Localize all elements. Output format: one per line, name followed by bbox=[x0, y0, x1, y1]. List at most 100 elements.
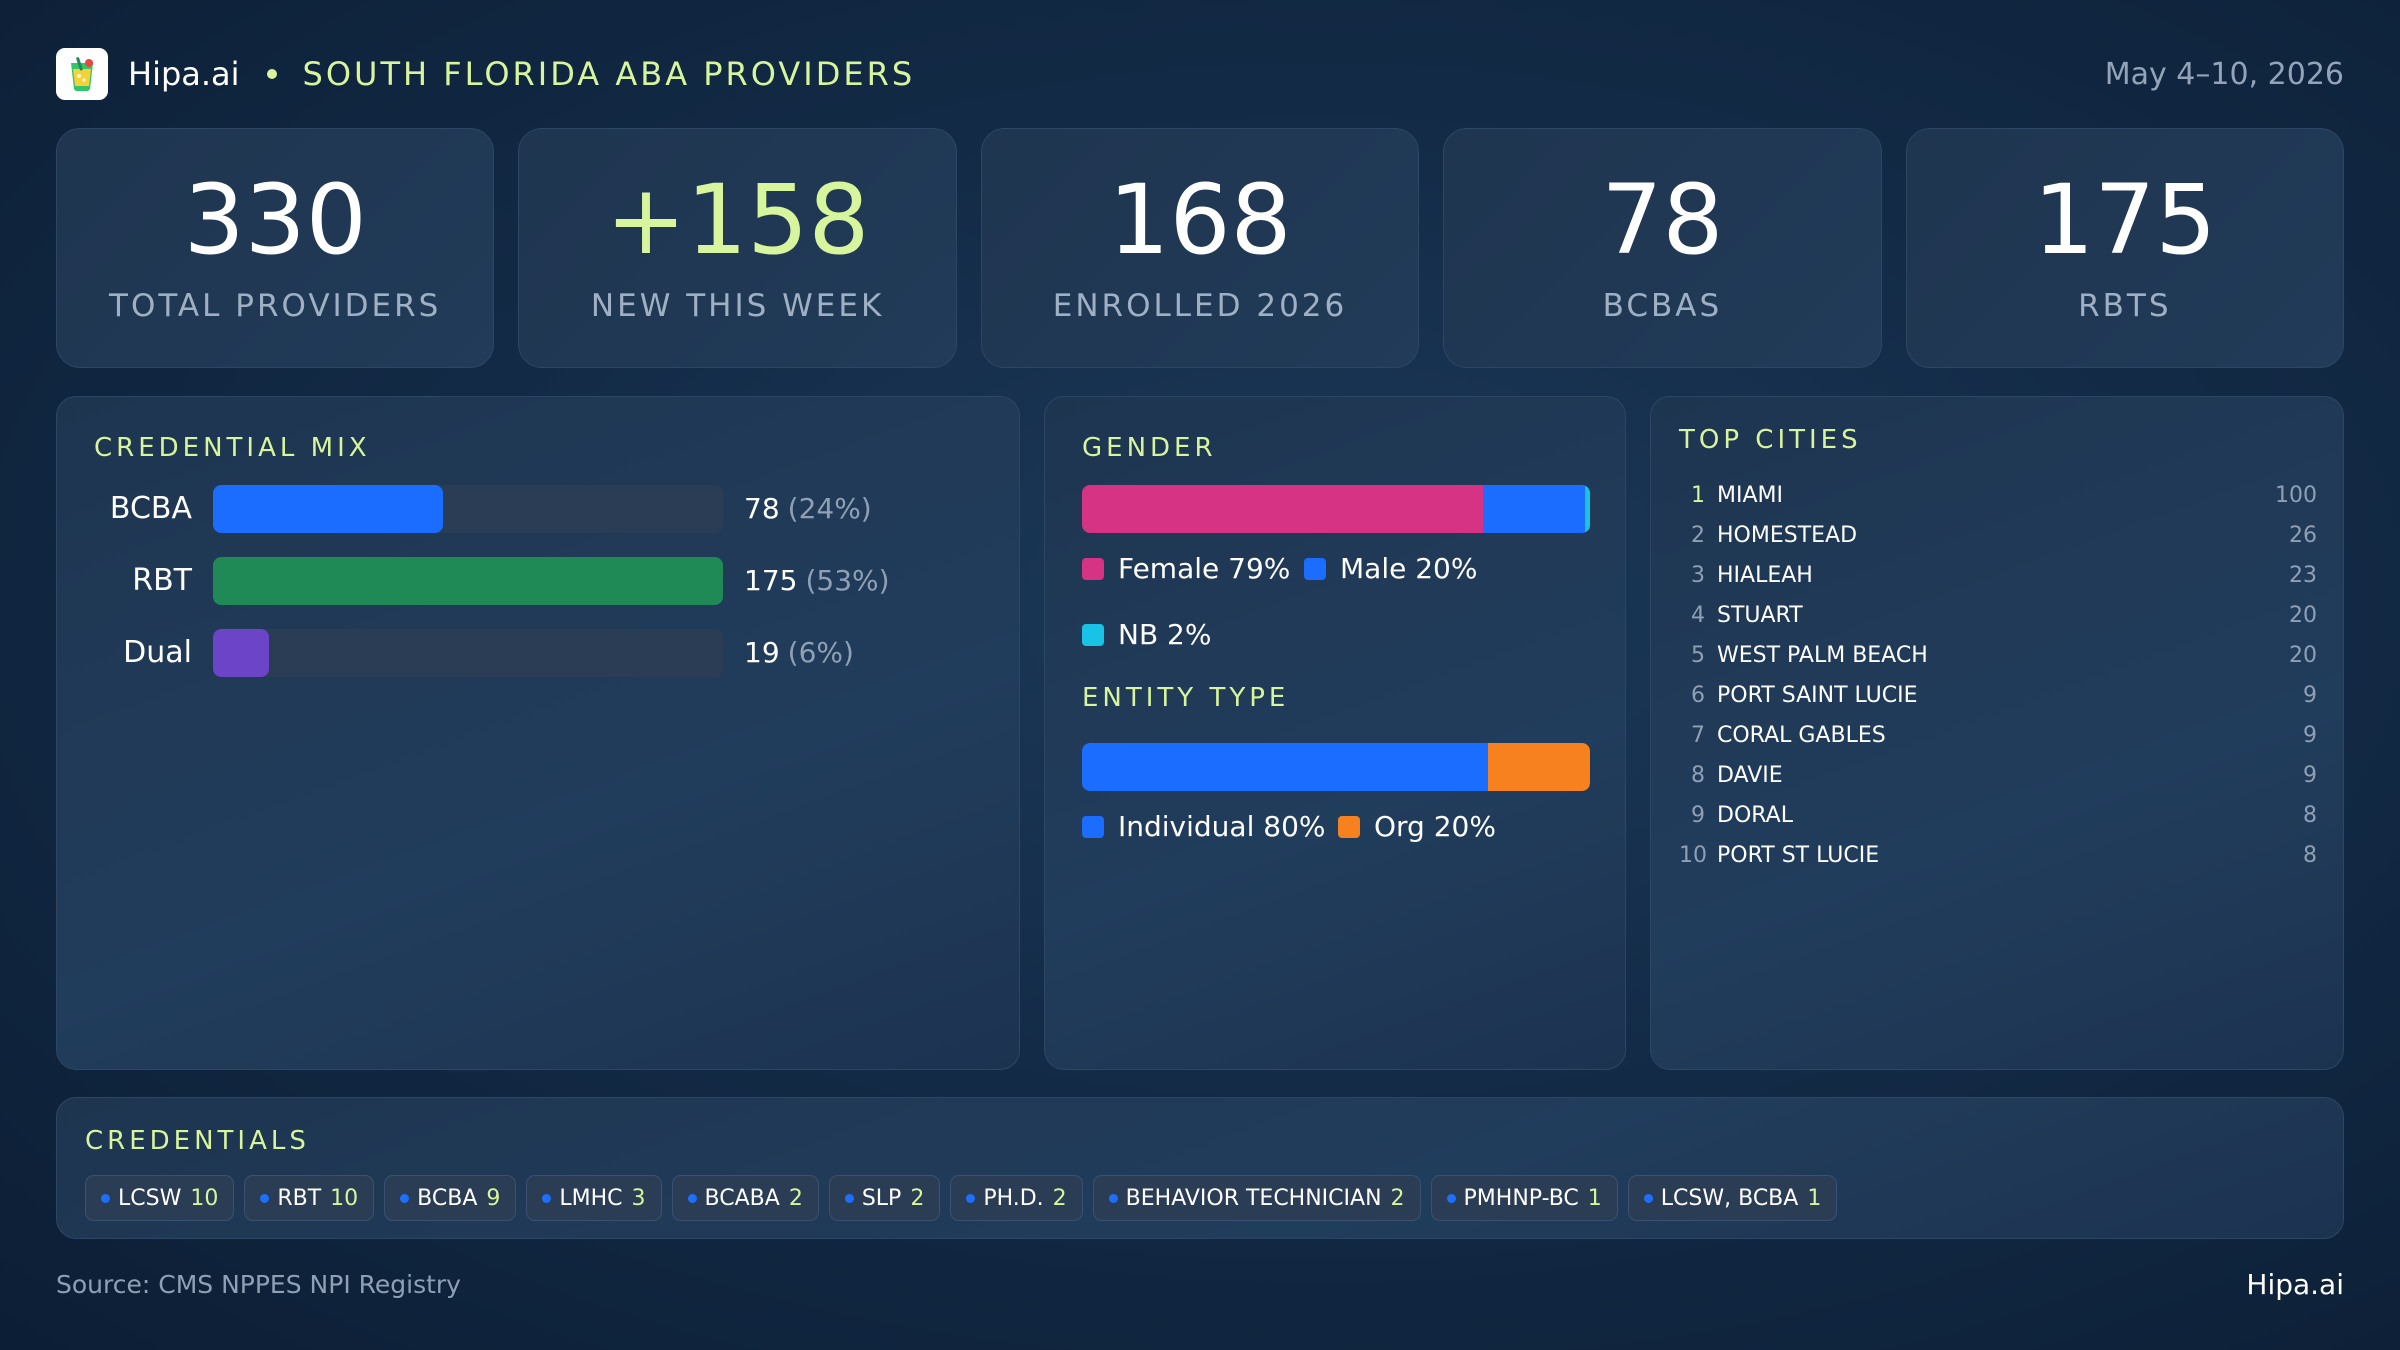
stat-card-enrolled-2026: 168 ENROLLED 2026 bbox=[980, 128, 1420, 368]
legend-label: Female 79% bbox=[1118, 552, 1291, 585]
logo bbox=[56, 48, 108, 100]
city-name: PORT SAINT LUCIE bbox=[1717, 682, 1918, 708]
page-title: SOUTH FLORIDA ABA PROVIDERS bbox=[302, 55, 916, 93]
credential-chips: LCSW 10 RBT 10 BCBA 9 LMHC 3 BCABA 2 SLP 2 PH.… bbox=[85, 1175, 1838, 1221]
chip-label: BCBA bbox=[417, 1185, 478, 1211]
bar-fill bbox=[213, 557, 723, 605]
chip-label: PMHNP-BC bbox=[1463, 1185, 1579, 1211]
city-count: 9 bbox=[2303, 762, 2317, 788]
stat-cards: 330 TOTAL PROVIDERS +158 NEW THIS WEEK 1… bbox=[56, 128, 2345, 368]
chip-label: RBT bbox=[277, 1185, 322, 1211]
bar-track bbox=[213, 485, 723, 533]
chip-dot bbox=[101, 1193, 110, 1203]
entity-segment-org bbox=[1488, 743, 1590, 791]
stat-value: 168 bbox=[1108, 164, 1292, 276]
city-count: 26 bbox=[2289, 522, 2317, 548]
chip-label: SLP bbox=[861, 1185, 902, 1211]
stat-value: 330 bbox=[183, 164, 367, 276]
city-name: HOMESTEAD bbox=[1717, 522, 1858, 548]
bar-fill bbox=[213, 629, 270, 677]
legend-label: Individual 80% bbox=[1118, 810, 1326, 843]
bar-label: Dual bbox=[123, 635, 192, 670]
list-item: 8 DAVIE 9 bbox=[1679, 755, 2317, 795]
stat-value: +158 bbox=[605, 164, 870, 276]
source-note: Source: CMS NPPES NPI Registry bbox=[56, 1270, 461, 1299]
chip-label: PH.D. bbox=[983, 1185, 1044, 1211]
list-item: 5 WEST PALM BEACH 20 bbox=[1679, 635, 2317, 675]
card-title: CREDENTIALS bbox=[85, 1126, 310, 1156]
date-range: May 4–10, 2026 bbox=[2104, 56, 2344, 92]
city-name: PORT ST LUCIE bbox=[1717, 842, 1880, 868]
bar-count: 175 bbox=[744, 564, 798, 597]
list-item: 10 PORT ST LUCIE 8 bbox=[1679, 835, 2317, 875]
city-rank: 5 bbox=[1691, 642, 1705, 668]
bar-percent: (24%) bbox=[787, 492, 872, 525]
stat-label: ENROLLED 2026 bbox=[1052, 288, 1348, 324]
stat-card-total-providers: 330 TOTAL PROVIDERS bbox=[56, 128, 495, 368]
list-item: 6 PORT SAINT LUCIE 9 bbox=[1679, 675, 2317, 715]
chip-label: BEHAVIOR TECHNICIAN bbox=[1125, 1185, 1382, 1211]
credential-chip: LCSW, BCBA 1 bbox=[1627, 1175, 1838, 1221]
legend-label: Male 20% bbox=[1340, 552, 1478, 585]
legend-label: Org 20% bbox=[1374, 810, 1496, 843]
chip-dot bbox=[966, 1193, 976, 1203]
city-name: STUART bbox=[1717, 602, 1803, 628]
city-count: 100 bbox=[2275, 482, 2317, 508]
credential-chip: BCBA 9 bbox=[384, 1175, 517, 1221]
city-name: MIAMI bbox=[1717, 482, 1783, 508]
city-count: 20 bbox=[2289, 602, 2317, 628]
credential-chip: BEHAVIOR TECHNICIAN 2 bbox=[1092, 1175, 1421, 1221]
separator-dot bbox=[266, 69, 277, 79]
city-count: 9 bbox=[2303, 682, 2317, 708]
city-name: DAVIE bbox=[1717, 762, 1783, 788]
card-title: GENDER bbox=[1082, 433, 1217, 463]
card-title: CREDENTIAL MIX bbox=[94, 433, 371, 463]
list-item: 2 HOMESTEAD 26 bbox=[1679, 515, 2317, 555]
city-count: 20 bbox=[2289, 642, 2317, 668]
list-item: 3 HIALEAH 23 bbox=[1679, 555, 2317, 595]
credentials-card: CREDENTIALS LCSW 10 RBT 10 BCBA 9 LMHC 3 BCA… bbox=[56, 1097, 2344, 1239]
gender-stacked-bar bbox=[1082, 485, 1590, 533]
gender-card: GENDER Female 79% Male 20% NB 2% ENTITY … bbox=[1044, 396, 1626, 1070]
list-item: 1 MIAMI 100 bbox=[1679, 475, 2317, 515]
city-name: CORAL GABLES bbox=[1717, 722, 1886, 748]
chip-count: 1 bbox=[1587, 1185, 1602, 1211]
stat-label: TOTAL PROVIDERS bbox=[109, 288, 442, 324]
header: Hipa.ai SOUTH FLORIDA ABA PROVIDERS May … bbox=[56, 48, 2344, 100]
legend-male: Male 20% bbox=[1304, 552, 1477, 585]
bar-value: 78 (24%) bbox=[744, 485, 872, 533]
bar-count: 19 bbox=[744, 636, 780, 669]
chip-count: 9 bbox=[486, 1185, 501, 1211]
chip-count: 2 bbox=[1390, 1185, 1405, 1211]
city-rank: 6 bbox=[1691, 682, 1705, 708]
credential-chip: LMHC 3 bbox=[526, 1175, 662, 1221]
city-name: WEST PALM BEACH bbox=[1717, 642, 1928, 668]
gender-segment-nb bbox=[1584, 485, 1590, 533]
chip-count: 10 bbox=[330, 1185, 359, 1211]
top-cities-card: TOP CITIES 1 MIAMI 100 2 HOMESTEAD 26 3 HIALE… bbox=[1650, 396, 2344, 1070]
stat-label: RBTS bbox=[2078, 288, 2172, 324]
bar-label: RBT bbox=[132, 563, 192, 598]
chip-dot bbox=[844, 1193, 854, 1203]
legend-swatch bbox=[1338, 815, 1360, 838]
credential-chip: BCABA 2 bbox=[671, 1175, 819, 1221]
bar-percent: (53%) bbox=[805, 564, 890, 597]
legend-swatch bbox=[1082, 623, 1104, 646]
chip-dot bbox=[260, 1193, 270, 1203]
city-rank: 9 bbox=[1691, 802, 1705, 828]
credential-mix-card: CREDENTIAL MIX BCBA 78 (24%) RBT 175 (53%)… bbox=[56, 396, 1020, 1070]
legend-swatch bbox=[1304, 557, 1326, 580]
bar-fill bbox=[213, 485, 443, 533]
legend-label: NB 2% bbox=[1118, 618, 1212, 651]
city-count: 9 bbox=[2303, 722, 2317, 748]
stat-label: BCBAS bbox=[1602, 288, 1723, 324]
legend-org: Org 20% bbox=[1338, 810, 1496, 843]
bar-percent: (6%) bbox=[787, 636, 854, 669]
stat-card-rbts: 175 RBTS bbox=[1905, 128, 2345, 368]
chip-count: 2 bbox=[1052, 1185, 1067, 1211]
chip-count: 2 bbox=[910, 1185, 925, 1211]
bar-row-rbt: RBT 175 (53%) bbox=[57, 557, 1021, 605]
city-rank: 4 bbox=[1691, 602, 1705, 628]
bar-row-dual: Dual 19 (6%) bbox=[57, 629, 1021, 677]
credential-chip: PMHNP-BC 1 bbox=[1430, 1175, 1618, 1221]
